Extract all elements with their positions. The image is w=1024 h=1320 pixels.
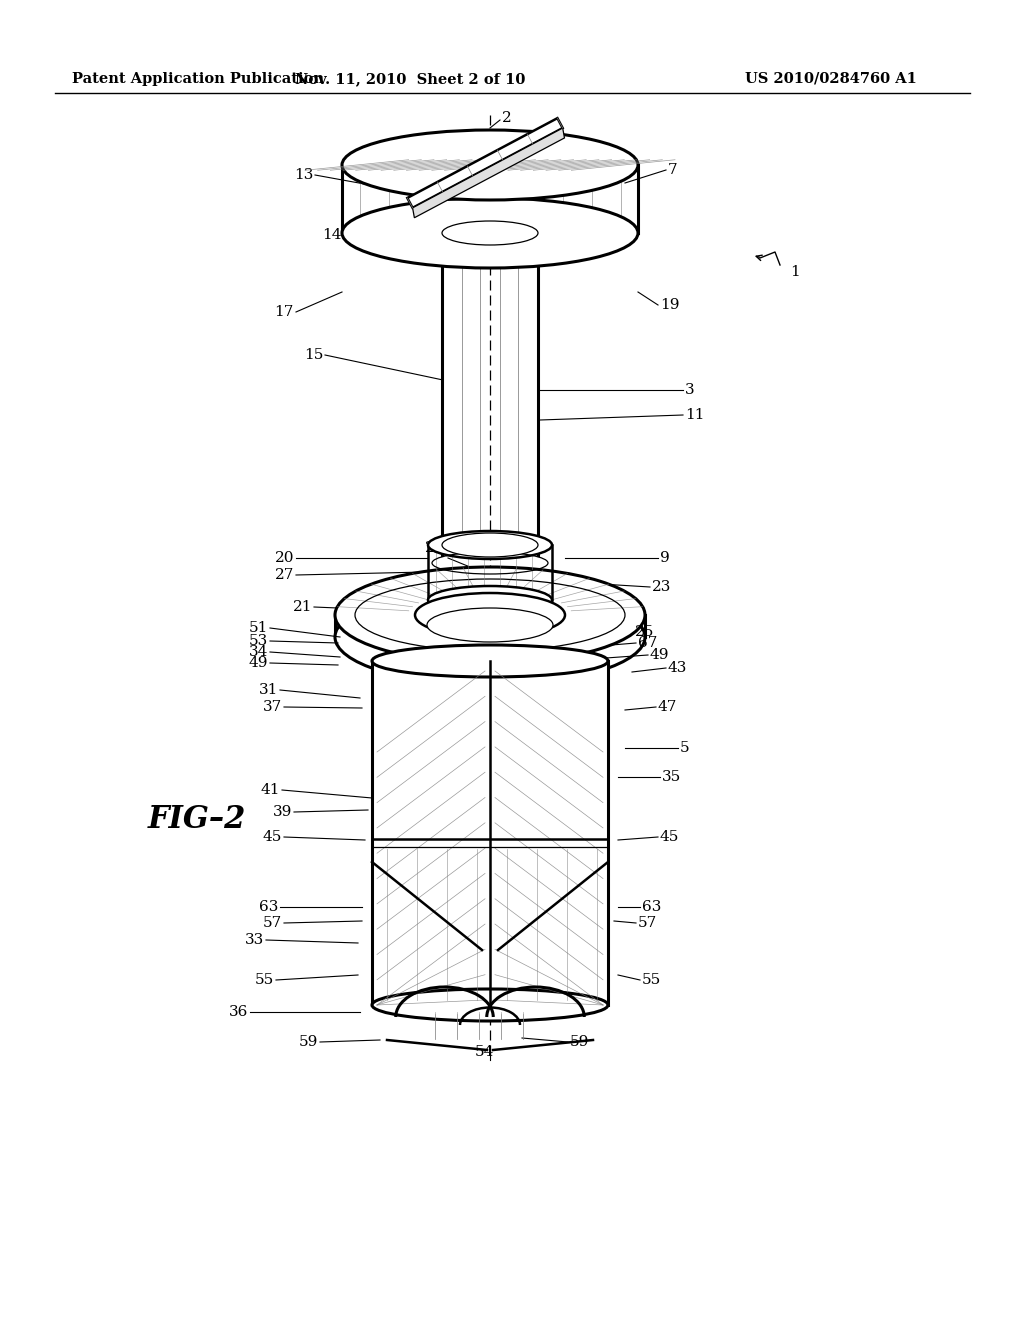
Text: 3: 3 <box>685 383 694 397</box>
Text: 59: 59 <box>570 1035 590 1049</box>
Text: 49: 49 <box>249 656 268 671</box>
Text: 54: 54 <box>474 1045 494 1059</box>
Ellipse shape <box>372 645 608 677</box>
Ellipse shape <box>442 533 538 557</box>
Text: 1: 1 <box>790 265 800 279</box>
Text: 49: 49 <box>650 648 670 663</box>
Ellipse shape <box>428 586 552 614</box>
Text: 20: 20 <box>274 550 294 565</box>
Text: 57: 57 <box>263 916 282 931</box>
Text: 17: 17 <box>274 305 294 319</box>
Text: 55: 55 <box>255 973 274 987</box>
Text: 14: 14 <box>323 228 342 242</box>
Polygon shape <box>413 128 564 218</box>
Text: 9: 9 <box>660 550 670 565</box>
Text: 67: 67 <box>638 636 657 649</box>
Polygon shape <box>372 661 608 1005</box>
Ellipse shape <box>428 531 552 558</box>
Text: 57: 57 <box>638 916 657 931</box>
Text: 7: 7 <box>668 162 678 177</box>
Text: 11: 11 <box>685 408 705 422</box>
Text: 29: 29 <box>425 541 444 554</box>
Ellipse shape <box>335 589 645 685</box>
Text: 59: 59 <box>299 1035 318 1049</box>
Ellipse shape <box>415 593 565 638</box>
Text: 19: 19 <box>660 298 680 312</box>
Text: 63: 63 <box>642 900 662 913</box>
Text: 37: 37 <box>263 700 282 714</box>
Ellipse shape <box>442 220 538 246</box>
Text: 36: 36 <box>228 1005 248 1019</box>
Text: 31: 31 <box>259 682 278 697</box>
Text: 34: 34 <box>249 645 268 659</box>
Text: 5: 5 <box>680 741 689 755</box>
Text: 55: 55 <box>642 973 662 987</box>
Text: 25: 25 <box>635 624 654 639</box>
Text: 21: 21 <box>293 601 312 614</box>
Text: 45: 45 <box>262 830 282 843</box>
Text: 33: 33 <box>245 933 264 946</box>
Ellipse shape <box>427 609 553 642</box>
Text: 2: 2 <box>502 111 512 125</box>
Text: 13: 13 <box>294 168 313 182</box>
Text: 47: 47 <box>658 700 677 714</box>
Text: 35: 35 <box>662 770 681 784</box>
Text: Patent Application Publication: Patent Application Publication <box>72 73 324 86</box>
Text: 51: 51 <box>249 620 268 635</box>
Text: 45: 45 <box>660 830 679 843</box>
Text: 15: 15 <box>304 348 323 362</box>
Text: 23: 23 <box>652 579 672 594</box>
Text: 41: 41 <box>260 783 280 797</box>
Text: 63: 63 <box>259 900 278 913</box>
Ellipse shape <box>372 989 608 1020</box>
Text: FIG–2: FIG–2 <box>148 804 247 836</box>
Ellipse shape <box>335 568 645 663</box>
Text: 27: 27 <box>274 568 294 582</box>
Text: Nov. 11, 2010  Sheet 2 of 10: Nov. 11, 2010 Sheet 2 of 10 <box>295 73 525 86</box>
Text: 39: 39 <box>272 805 292 818</box>
Ellipse shape <box>342 129 638 201</box>
Ellipse shape <box>342 198 638 268</box>
Text: 43: 43 <box>668 661 687 675</box>
Text: 53: 53 <box>249 634 268 648</box>
Polygon shape <box>408 119 562 207</box>
Text: US 2010/0284760 A1: US 2010/0284760 A1 <box>745 73 916 86</box>
